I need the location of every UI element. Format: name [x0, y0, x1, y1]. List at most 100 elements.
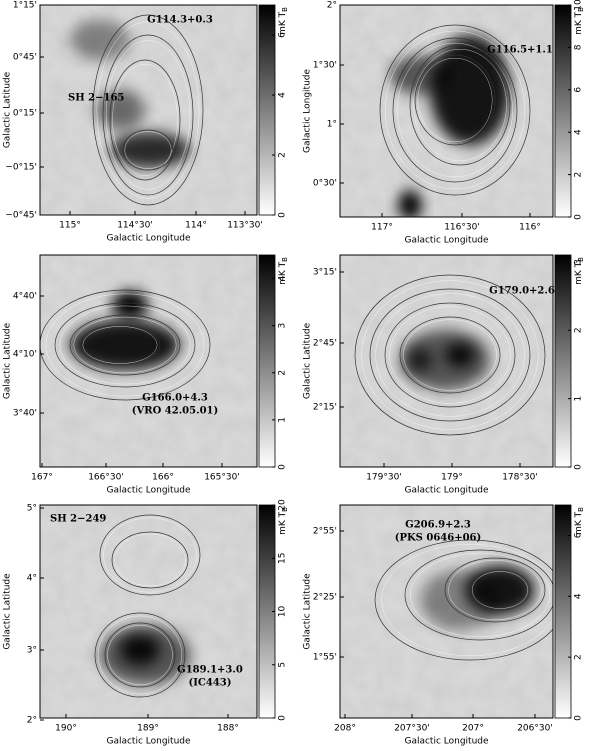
- x-tick-label: 117°: [371, 223, 393, 233]
- source-label: G189.1+3.0: [177, 665, 243, 676]
- y-axis-label: Galactic Latitude: [303, 573, 313, 650]
- x-tick-label: 166°30': [88, 473, 124, 483]
- contour: [403, 319, 497, 391]
- y-axis-label: Galactic Longitude: [303, 69, 313, 154]
- contour: [107, 624, 173, 686]
- colorbar-label: mK TB: [278, 507, 290, 535]
- contour: [385, 30, 525, 190]
- contour: [389, 306, 511, 404]
- colorbar-tick-label: 2: [278, 370, 288, 376]
- contour: [381, 543, 553, 657]
- x-tick-label: 189°: [137, 724, 159, 734]
- colorbar-label-sub: B: [281, 507, 289, 512]
- colorbar-label: mK TB: [574, 257, 586, 285]
- x-tick-label: 179°30': [366, 473, 402, 483]
- contour: [54, 302, 196, 388]
- colorbar-label-main: mK T: [574, 511, 584, 535]
- y-tick-label: 1°30': [313, 61, 337, 71]
- y-tick-label: 3°40': [13, 409, 37, 419]
- colorbar-tick-label: 8: [574, 44, 584, 50]
- map: [40, 255, 257, 467]
- colorbar: [554, 254, 572, 468]
- contour: [409, 44, 511, 166]
- x-tick-label: 113°30': [227, 221, 263, 231]
- y-tick-label: 2°15': [313, 403, 337, 413]
- contour: [99, 514, 201, 596]
- colorbar-tick-label: 4: [574, 593, 584, 599]
- colorbar-label-main: mK T: [574, 261, 584, 285]
- x-tick-label: 178°30': [502, 473, 538, 483]
- map: [40, 5, 257, 215]
- source-label: G206.9+2.3: [405, 520, 471, 531]
- colorbar-tick-label: 6: [278, 32, 288, 38]
- y-tick-label: 1°: [327, 120, 337, 130]
- map-frame: [339, 504, 554, 719]
- contour: [399, 316, 501, 394]
- colorbar-tick-label: 20: [278, 499, 288, 511]
- x-tick-label: 114°: [185, 221, 207, 231]
- emission: [70, 20, 130, 60]
- x-tick-label: 188°: [217, 724, 239, 734]
- y-tick-label: 1°55': [313, 653, 337, 663]
- y-tick-label: 2°: [27, 716, 37, 726]
- emission: [120, 635, 160, 665]
- colorbar-tick-label: 0: [574, 214, 584, 220]
- contour: [354, 274, 546, 436]
- x-tick-label: 190°: [55, 724, 77, 734]
- contour: [73, 316, 177, 374]
- colorbar-tick-label: 0: [574, 464, 584, 470]
- contour: [82, 326, 158, 364]
- colorbar-tick-label: 2: [574, 172, 584, 178]
- contour: [112, 63, 178, 177]
- colorbar: [258, 4, 276, 216]
- x-tick-label: 115°: [59, 221, 81, 231]
- y-tick-label: 5°: [27, 504, 37, 514]
- colorbar-tick-label: 5: [278, 662, 288, 668]
- contour: [404, 549, 553, 641]
- contour: [94, 612, 186, 698]
- emission: [110, 132, 190, 168]
- y-tick-label: 0°45': [13, 53, 37, 63]
- x-axis-label: Galactic Longitude: [404, 486, 489, 496]
- contour: [444, 557, 546, 623]
- contour: [379, 24, 531, 196]
- y-tick-label: 0°30': [313, 179, 337, 189]
- emission: [398, 190, 422, 217]
- colorbar-label-sub: B: [281, 257, 289, 262]
- y-tick-label: 2°55': [313, 527, 337, 537]
- y-tick-label: 2°25': [313, 593, 337, 603]
- map: [340, 505, 553, 718]
- contour: [448, 559, 542, 621]
- x-tick-label: 167°: [31, 473, 53, 483]
- contour: [79, 324, 161, 366]
- contour: [40, 289, 211, 401]
- contour: [375, 293, 525, 417]
- y-tick-label: 4°10': [13, 350, 37, 360]
- map: [40, 505, 257, 718]
- contour: [410, 552, 550, 638]
- contour: [109, 59, 181, 181]
- emission: [445, 343, 475, 367]
- source-label: (PKS 0646+06): [395, 533, 482, 544]
- map-frame: [339, 4, 554, 218]
- contour: [45, 293, 205, 397]
- x-tick-label: 116°30': [444, 223, 480, 233]
- source-label: SH 2−249: [50, 514, 106, 525]
- colorbar-label: mK TB: [574, 507, 586, 535]
- colorbar-label-sub: B: [577, 257, 585, 262]
- source-label: (VRO 42.05.01): [132, 406, 218, 417]
- y-tick-label: −0°45': [5, 211, 37, 221]
- y-axis-label: Galactic Latitude: [3, 71, 13, 148]
- map: [340, 5, 553, 217]
- contour: [59, 305, 191, 385]
- emission: [70, 320, 180, 370]
- y-tick-label: 2°45': [313, 339, 337, 349]
- colorbar-tick-label: 10: [278, 606, 288, 618]
- y-axis-label: Galactic Latitude: [3, 322, 13, 399]
- colorbar-tick-label: 4: [278, 92, 288, 98]
- contour: [122, 129, 174, 171]
- contour: [114, 533, 186, 587]
- y-axis-label: Galactic Latitude: [3, 573, 13, 650]
- colorbar-label: mK TB: [574, 7, 586, 35]
